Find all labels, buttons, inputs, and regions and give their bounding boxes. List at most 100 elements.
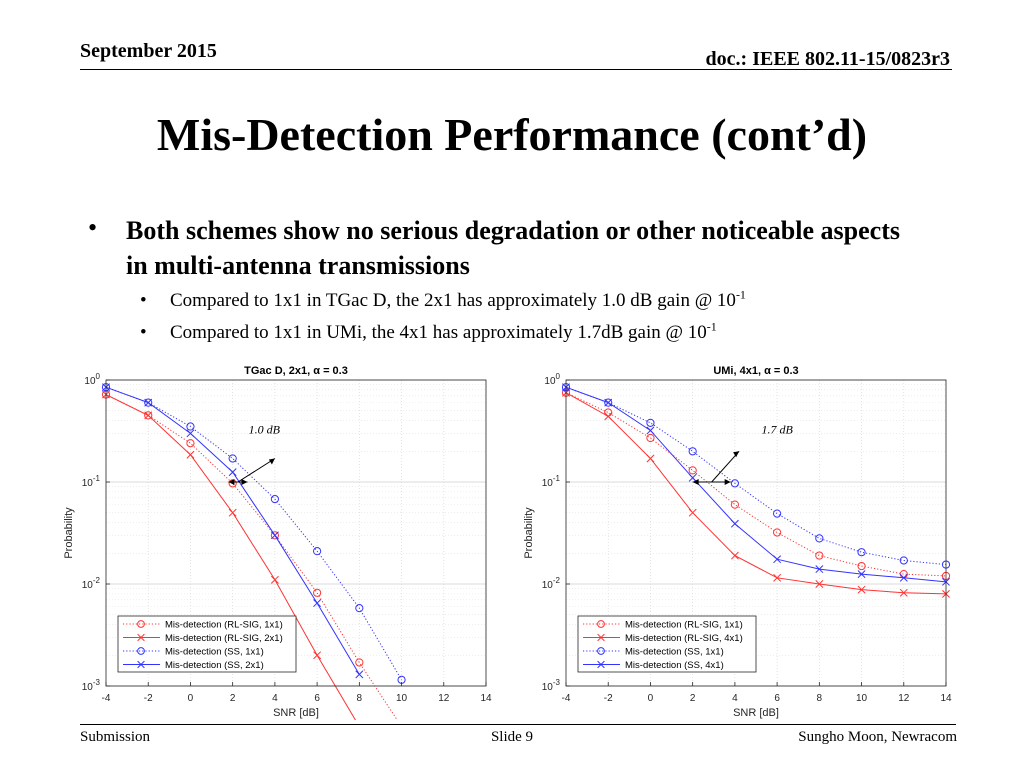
data-point bbox=[313, 588, 322, 597]
x-tick-label: 0 bbox=[648, 693, 654, 704]
data-point bbox=[270, 531, 279, 540]
data-point bbox=[186, 429, 195, 438]
y-tick-exponent: -3 bbox=[553, 678, 561, 687]
data-point-stroke bbox=[815, 565, 824, 574]
header-date: September 2015 bbox=[80, 40, 217, 62]
header-doc-id: doc.: IEEE 802.11-15/0823r3 bbox=[705, 48, 950, 70]
data-point-stroke bbox=[313, 599, 322, 608]
data-point bbox=[646, 426, 655, 435]
data-point-stroke bbox=[144, 398, 153, 407]
sub-bullet-marker: • bbox=[140, 322, 147, 343]
legend-entry: Mis-detection (RL-SIG, 2x1) bbox=[165, 633, 283, 644]
legend-marker bbox=[137, 620, 145, 628]
data-point bbox=[313, 651, 322, 660]
y-tick-exponent: -3 bbox=[93, 678, 101, 687]
footer-divider bbox=[80, 724, 956, 725]
data-point bbox=[815, 580, 824, 588]
data-point bbox=[604, 412, 613, 421]
y-axis-label: Probability bbox=[523, 507, 535, 559]
y-tick-exponent: 0 bbox=[96, 372, 101, 381]
y-axis-label: Probability bbox=[63, 507, 75, 559]
annotation-pointer bbox=[237, 458, 276, 483]
y-tick-label: 10-1 bbox=[82, 474, 101, 489]
gain-arrowhead-left bbox=[692, 479, 699, 485]
y-tick-label: 10-3 bbox=[542, 678, 561, 693]
x-tick-label: 2 bbox=[230, 693, 236, 704]
data-point bbox=[773, 528, 782, 537]
y-tick-base: 10 bbox=[82, 682, 94, 693]
data-point bbox=[228, 468, 237, 477]
x-tick-label: 2 bbox=[690, 693, 696, 704]
data-point-stroke bbox=[270, 575, 279, 584]
y-tick-exponent: -2 bbox=[93, 576, 101, 585]
legend-marker-stroke bbox=[597, 660, 605, 669]
data-point-stroke bbox=[186, 429, 195, 438]
data-point-stroke bbox=[228, 508, 237, 517]
legend-box bbox=[117, 615, 297, 673]
footer-slide-number: Slide 9 bbox=[490, 729, 534, 745]
data-point bbox=[899, 588, 908, 597]
x-tick-label: 14 bbox=[480, 693, 492, 704]
data-point bbox=[815, 565, 824, 574]
data-point bbox=[773, 555, 782, 564]
y-tick-base: 10 bbox=[544, 376, 556, 387]
x-tick-label: 10 bbox=[396, 693, 408, 704]
x-axis-label: SNR [dB] bbox=[273, 707, 319, 719]
data-point-stroke bbox=[355, 670, 364, 679]
data-point bbox=[270, 531, 279, 540]
annotation-pointer-head bbox=[268, 458, 275, 465]
data-point bbox=[646, 454, 655, 463]
chart-title: UMi, 4x1, α = 0.3 bbox=[713, 365, 798, 377]
data-point bbox=[186, 422, 195, 431]
data-point bbox=[144, 411, 153, 420]
sub-bullet-marker: • bbox=[140, 290, 147, 311]
legend-entry: Mis-detection (RL-SIG, 1x1) bbox=[165, 620, 283, 631]
data-point bbox=[730, 479, 739, 488]
data-point bbox=[815, 551, 824, 560]
data-point-stroke bbox=[604, 412, 613, 421]
y-tick-label: 10-2 bbox=[542, 576, 561, 591]
sub-bullet-1-text: Compared to 1x1 in TGac D, the 2x1 has a… bbox=[170, 290, 736, 311]
gain-arrowhead-left bbox=[228, 479, 235, 485]
data-point-stroke bbox=[730, 519, 739, 528]
legend-entry: Mis-detection (RL-SIG, 4x1) bbox=[625, 633, 743, 644]
data-point-stroke bbox=[899, 588, 908, 597]
data-point bbox=[228, 508, 237, 517]
data-point bbox=[355, 604, 364, 613]
series-line bbox=[565, 386, 947, 583]
x-tick-label: 0 bbox=[188, 693, 194, 704]
legend-entry: Mis-detection (RL-SIG, 1x1) bbox=[625, 620, 743, 631]
y-tick-label: 100 bbox=[544, 372, 560, 387]
data-point-stroke bbox=[646, 454, 655, 463]
x-tick-label: -4 bbox=[562, 693, 571, 704]
data-point-stroke bbox=[228, 468, 237, 477]
legend-marker bbox=[597, 660, 605, 669]
x-tick-label: 4 bbox=[732, 693, 738, 704]
y-tick-label: 10-1 bbox=[542, 474, 561, 489]
header-divider bbox=[80, 69, 952, 70]
x-tick-label: 12 bbox=[898, 693, 910, 704]
legend-marker-stroke bbox=[137, 633, 145, 642]
axes-frame bbox=[105, 379, 487, 687]
footer-submission: Submission bbox=[80, 729, 151, 745]
footer-author: Sungho Moon, Newracom bbox=[798, 729, 957, 745]
x-tick-label: -2 bbox=[144, 693, 153, 704]
data-point bbox=[186, 450, 195, 459]
data-point bbox=[899, 573, 908, 582]
data-point bbox=[857, 548, 866, 557]
y-tick-label: 10-3 bbox=[82, 678, 101, 693]
series-line bbox=[105, 394, 398, 720]
y-tick-label: 10-2 bbox=[82, 576, 101, 591]
x-tick-label: 12 bbox=[438, 693, 450, 704]
legend-marker bbox=[137, 633, 145, 642]
data-point-stroke bbox=[688, 508, 697, 517]
legend-marker-stroke bbox=[597, 633, 605, 642]
x-axis-label: SNR [dB] bbox=[733, 707, 779, 719]
legend-marker bbox=[137, 660, 145, 669]
x-tick-label: 8 bbox=[357, 693, 363, 704]
legend-marker bbox=[597, 633, 605, 642]
y-tick-exponent: -1 bbox=[93, 474, 101, 483]
x-tick-label: 14 bbox=[940, 693, 952, 704]
y-tick-base: 10 bbox=[82, 478, 94, 489]
